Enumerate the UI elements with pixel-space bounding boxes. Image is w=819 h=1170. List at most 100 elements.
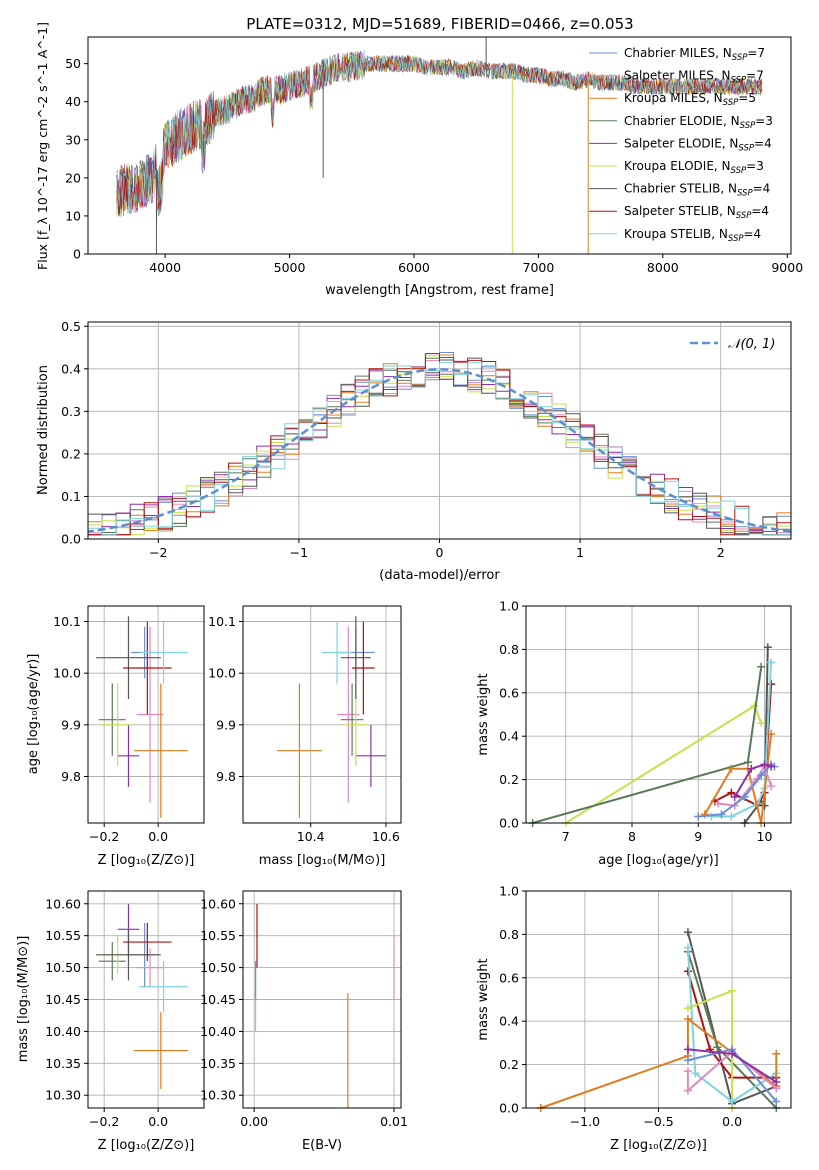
- x-tick-label: 10: [757, 829, 773, 844]
- y-axis-label: mass [log₁₀(M/M⊙)]: [16, 936, 31, 1063]
- weight-line: [686, 1050, 777, 1093]
- x-axis-label: Z [log₁₀(Z/Z⊙)]: [98, 1138, 195, 1153]
- x-axis-label: Z [log₁₀(Z/Z⊙)]: [610, 1138, 707, 1153]
- legend-label: Salpeter ELODIE, NSSP=4: [624, 136, 772, 153]
- x-tick-label: 4000: [149, 260, 181, 275]
- x-tick-label: 0.0: [722, 1114, 742, 1129]
- y-axis-label: age [log₁₀(age/yr)]: [26, 654, 41, 775]
- y-axis-label: mass weight: [476, 958, 491, 1040]
- x-tick-label: −0.5: [643, 1114, 673, 1129]
- y-tick-label: 10.40: [200, 1024, 236, 1039]
- y-tick-label: 0.5: [61, 319, 81, 334]
- weight-line: [686, 947, 777, 1103]
- weight-line: [714, 684, 773, 807]
- weight-line: [733, 763, 772, 798]
- axes-frame: [87, 36, 792, 255]
- y-tick-label: 10.35: [45, 1056, 81, 1071]
- figure-title: PLATE=0312, MJD=51689, FIBERID=0466, z=0…: [246, 15, 633, 33]
- x-tick-label: −2: [149, 545, 167, 560]
- y-tick-label: 0.2: [499, 772, 519, 787]
- y-tick-label: 10.50: [200, 960, 236, 975]
- mass_vs_EBV-axes: 0.00 0.01 10.30 10.35 10.40 10.45 10.50 10.55 10…: [200, 891, 408, 1129]
- y-tick-label: 40: [65, 94, 81, 109]
- x-tick-label: −1: [290, 545, 308, 560]
- y-tick-label: 9.9: [61, 717, 81, 732]
- x-tick-label: 0: [436, 545, 444, 560]
- x-tick-label: −1.0: [570, 1114, 600, 1129]
- y-tick-label: 0.4: [61, 361, 81, 376]
- x-tick-label: 9000: [771, 260, 803, 275]
- y-tick-label: 9.9: [216, 717, 236, 732]
- x-axis-label: wavelength [Angstrom, rest frame]: [325, 283, 554, 298]
- legend-label: 𝒩(0, 1): [728, 337, 775, 352]
- y-tick-label: 0.8: [499, 642, 519, 657]
- x-axis-label: mass [log₁₀(M/M⊙)]: [259, 853, 386, 868]
- mass_weight_vs_Z-axes: −1.0 −0.5 0.0 0.0 0.2 0.4 0.6 0.8 1.0: [499, 884, 791, 1129]
- y-tick-label: 0.0: [499, 1101, 519, 1116]
- x-tick-label: 1: [576, 545, 584, 560]
- x-tick-label: −0.2: [89, 1114, 119, 1129]
- y-tick-label: 10.35: [200, 1056, 236, 1071]
- weight-line: [711, 662, 773, 818]
- x-tick-label: 5000: [274, 260, 306, 275]
- y-tick-label: 0.8: [499, 927, 519, 942]
- spectrum-legend: Chabrier MILES, NSSP=7 Salpeter MILES, NS…: [589, 46, 773, 244]
- y-tick-label: 10.45: [45, 992, 81, 1007]
- mass_weight_vs_age-axes: 7 8 9 10 0.0 0.2 0.4 0.6 0.8 1.0: [499, 599, 791, 844]
- y-axis-label: Normed distribution: [36, 365, 51, 495]
- y-tick-label: 10.55: [200, 928, 236, 943]
- x-axis-label: age [log₁₀(age/yr)]: [598, 853, 719, 868]
- y-tick-label: 10.30: [45, 1088, 81, 1103]
- spectrum-axes: 4000 5000 6000 7000 8000 9000 0 10 20 30 40 50: [65, 56, 803, 275]
- x-tick-label: 0.0: [148, 1114, 168, 1129]
- x-tick-label: 2: [717, 545, 725, 560]
- x-tick-label: 8: [628, 829, 636, 844]
- y-tick-label: 1.0: [499, 599, 519, 614]
- y-tick-label: 0.1: [61, 489, 81, 504]
- y-tick-label: 30: [65, 132, 81, 147]
- y-tick-label: 10.0: [208, 666, 236, 681]
- legend-label: Chabrier STELIB, NSSP=4: [624, 182, 770, 199]
- y-tick-label: 50: [65, 56, 81, 71]
- spectrum-lines: [116, 37, 763, 254]
- axes-frame: [87, 321, 792, 540]
- axes-frame: [525, 605, 792, 824]
- x-tick-label: 0.01: [380, 1114, 408, 1129]
- legend-label: Chabrier ELODIE, NSSP=3: [624, 114, 773, 131]
- x-axis-label: Z [log₁₀(Z/Z⊙)]: [98, 853, 195, 868]
- residuals-axes: −2 −1 0 1 2 0.0 0.1 0.2 0.3 0.4 0.5: [61, 319, 791, 560]
- y-tick-label: 9.8: [216, 769, 236, 784]
- x-tick-label: −0.2: [89, 829, 119, 844]
- legend-label: Salpeter STELIB, NSSP=4: [624, 204, 769, 221]
- y-tick-label: 20: [65, 170, 81, 185]
- y-tick-label: 10.1: [208, 614, 236, 629]
- y-tick-label: 10.55: [45, 928, 81, 943]
- y-tick-label: 10.1: [53, 614, 81, 629]
- y-tick-label: 0.4: [499, 1014, 519, 1029]
- y-tick-label: 10.30: [200, 1088, 236, 1103]
- y-tick-label: 1.0: [499, 884, 519, 899]
- legend-label: Kroupa ELODIE, NSSP=3: [624, 159, 764, 176]
- histograms: [88, 352, 791, 536]
- y-tick-label: 0.4: [499, 729, 519, 744]
- y-tick-label: 0.3: [61, 404, 81, 419]
- axes-frame: [242, 890, 402, 1109]
- x-tick-label: 0.0: [148, 829, 168, 844]
- age_vs_mass-axes: 10.4 10.6 9.8 9.9 10.0 10.1: [208, 606, 401, 844]
- y-tick-label: 10.50: [45, 960, 81, 975]
- x-tick-label: 7000: [523, 260, 555, 275]
- x-tick-label: 10.6: [372, 829, 400, 844]
- x-tick-label: 10.4: [297, 829, 325, 844]
- legend-label: Kroupa STELIB, NSSP=4: [624, 227, 761, 244]
- y-axis-label: mass weight: [476, 673, 491, 755]
- x-tick-label: 0.00: [240, 1114, 268, 1129]
- y-tick-label: 10: [65, 208, 81, 223]
- spectrum-kroupa-stelib: [116, 49, 763, 215]
- y-tick-label: 0.0: [61, 532, 81, 547]
- x-tick-label: 8000: [647, 260, 679, 275]
- x-tick-label: 9: [694, 829, 702, 844]
- y-tick-label: 10.40: [45, 1024, 81, 1039]
- y-tick-label: 0.2: [499, 1057, 519, 1072]
- y-tick-label: 10.0: [53, 666, 81, 681]
